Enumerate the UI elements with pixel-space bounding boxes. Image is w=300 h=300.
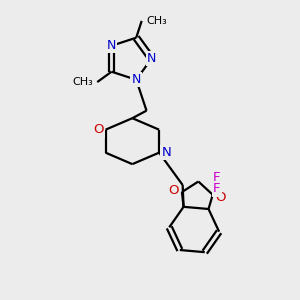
Text: F: F bbox=[213, 171, 220, 184]
Text: F: F bbox=[213, 182, 220, 195]
Text: N: N bbox=[131, 73, 141, 86]
Text: O: O bbox=[169, 184, 179, 197]
Text: CH₃: CH₃ bbox=[72, 77, 93, 87]
Text: N: N bbox=[147, 52, 156, 65]
Text: N: N bbox=[107, 39, 116, 52]
Text: N: N bbox=[162, 146, 171, 159]
Text: O: O bbox=[93, 123, 104, 136]
Text: O: O bbox=[216, 191, 226, 204]
Text: CH₃: CH₃ bbox=[146, 16, 167, 26]
